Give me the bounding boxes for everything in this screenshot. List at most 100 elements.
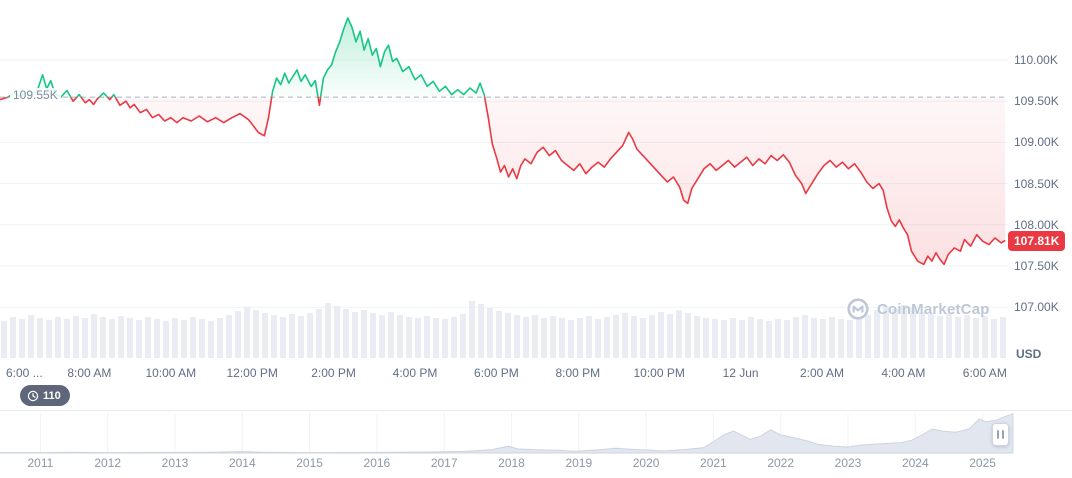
- volume-bar: [10, 317, 16, 358]
- volume-bar: [235, 311, 241, 358]
- price-area-below-baseline: [0, 97, 1006, 265]
- volume-bar: [667, 314, 673, 358]
- volume-bar: [721, 320, 727, 358]
- handle-grip-bar: [997, 430, 999, 439]
- timeline-scrubber-handle[interactable]: [992, 423, 1009, 446]
- volume-bar: [262, 313, 268, 358]
- volume-bar: [892, 309, 898, 358]
- volume-bar: [784, 320, 790, 358]
- watermark-text: CoinMarketCap: [877, 300, 990, 318]
- volume-bar: [748, 317, 754, 358]
- volume-bar: [955, 317, 961, 358]
- price-area-above-baseline: [8, 18, 485, 98]
- volume-bar: [604, 317, 610, 358]
- volume-bar: [1000, 317, 1006, 358]
- volume-bar: [163, 321, 169, 358]
- volume-bar: [712, 319, 718, 358]
- volume-bar: [550, 316, 556, 358]
- volume-bar: [874, 310, 880, 358]
- volume-bar: [622, 313, 628, 358]
- volume-bar: [541, 318, 547, 358]
- volume-bar: [325, 303, 331, 358]
- history-count: 110: [43, 389, 61, 402]
- volume-bar: [496, 311, 502, 358]
- volume-bar: [145, 317, 151, 358]
- volume-bar: [802, 315, 808, 358]
- volume-bar: [523, 317, 529, 358]
- volume-bar: [838, 319, 844, 358]
- volume-bar: [343, 309, 349, 358]
- volume-bar: [208, 321, 214, 358]
- volume-bar: [514, 315, 520, 358]
- volume-bar: [469, 301, 475, 358]
- volume-bar: [946, 313, 952, 358]
- volume-bar: [64, 319, 70, 358]
- volume-bar: [730, 318, 736, 358]
- volume-bar: [478, 304, 484, 358]
- volume-bar: [793, 317, 799, 358]
- volume-bar: [937, 316, 943, 358]
- volume-bar: [685, 313, 691, 358]
- volume-bar: [82, 318, 88, 358]
- volume-bar: [739, 320, 745, 358]
- baseline-price-label: 109.55K: [10, 88, 61, 103]
- volume-bar: [487, 308, 493, 358]
- volume-bar: [991, 319, 997, 358]
- volume-bar: [28, 315, 34, 358]
- volume-bar: [559, 318, 565, 358]
- volume-bar: [982, 316, 988, 358]
- timeline-scrubber[interactable]: 2011 2012 2013 2014 2015 2016 2017 2018 2019 2020…: [0, 410, 1072, 477]
- volume-bar: [1, 321, 7, 358]
- volume-bar: [127, 318, 133, 358]
- volume-bar: [199, 319, 205, 358]
- volume-bar: [505, 313, 511, 358]
- volume-bar: [307, 313, 313, 358]
- volume-bar: [406, 317, 412, 358]
- volume-bar: [442, 319, 448, 358]
- volume-bar: [100, 317, 106, 358]
- volume-bar: [433, 318, 439, 358]
- volume-bar: [676, 310, 682, 358]
- volume-bar: [415, 318, 421, 358]
- volume-bar: [847, 320, 853, 358]
- volume-bar: [658, 312, 664, 358]
- volume-bar: [298, 316, 304, 358]
- volume-bar: [910, 308, 916, 358]
- volume-bar: [964, 315, 970, 358]
- volume-bar: [109, 319, 115, 358]
- volume-bar: [640, 318, 646, 358]
- volume-bar: [190, 317, 196, 358]
- volume-bar: [388, 312, 394, 358]
- volume-bar: [352, 312, 358, 358]
- volume-bar: [370, 313, 376, 358]
- volume-bar: [766, 321, 772, 358]
- volume-bar: [19, 319, 25, 358]
- volume-bar: [397, 315, 403, 358]
- volume-bar: [379, 315, 385, 358]
- volume-bar: [226, 315, 232, 358]
- volume-bar: [217, 318, 223, 358]
- volume-bar: [919, 312, 925, 358]
- timeline-chart-svg[interactable]: [0, 411, 1072, 478]
- volume-bar: [118, 316, 124, 358]
- volume-bar: [46, 320, 52, 358]
- price-chart-svg[interactable]: [0, 0, 1072, 410]
- coinmarketcap-watermark: CoinMarketCap: [846, 297, 990, 321]
- volume-bar: [172, 318, 178, 358]
- volume-bar: [649, 315, 655, 358]
- volume-bar: [244, 307, 250, 358]
- volume-bar: [694, 316, 700, 358]
- volume-bar: [181, 320, 187, 358]
- volume-bar: [316, 309, 322, 358]
- volume-bar: [865, 315, 871, 358]
- volume-bar: [586, 316, 592, 358]
- volume-bar: [820, 319, 826, 358]
- volume-bar: [73, 316, 79, 358]
- coinmarketcap-logo-icon: [847, 298, 869, 320]
- volume-bar: [901, 305, 907, 358]
- volume-bar: [271, 315, 277, 358]
- history-count-button[interactable]: 110: [20, 385, 70, 406]
- volume-bar: [631, 316, 637, 358]
- volume-bar: [55, 317, 61, 358]
